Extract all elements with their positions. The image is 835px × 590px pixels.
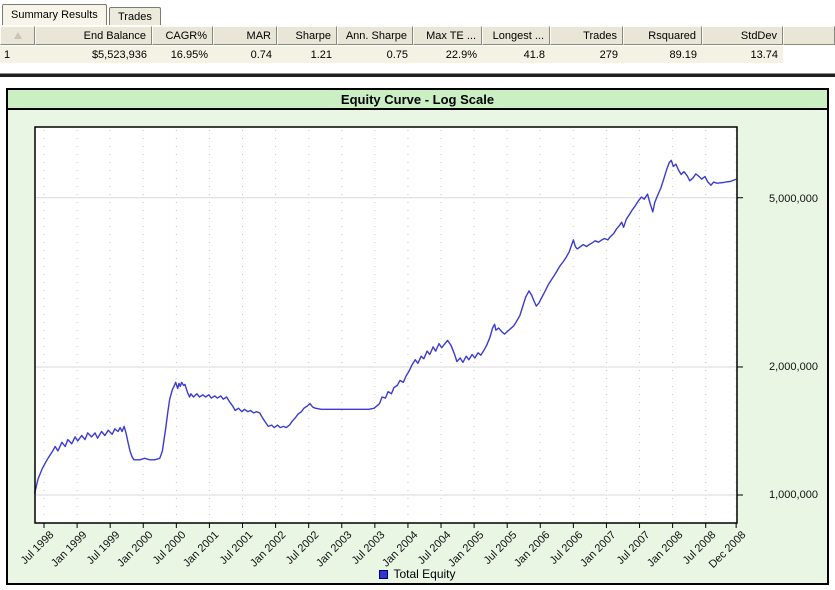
- column-header-stddev[interactable]: StdDev: [702, 26, 783, 45]
- column-header-max-te[interactable]: Max TE ...: [413, 26, 482, 45]
- column-header-end-balance[interactable]: End Balance: [35, 26, 152, 45]
- cell-ann-sharpe: 0.75: [337, 46, 413, 63]
- cell-rsquared: 89.19: [623, 46, 702, 63]
- total-equity-swatch-icon: [379, 569, 389, 579]
- cell-cagr: 16.95%: [152, 46, 213, 63]
- equity-curve-panel: Equity Curve - Log Scale: [6, 88, 829, 585]
- column-header-cagr[interactable]: CAGR%: [152, 26, 213, 45]
- cell-stddev: 13.74: [702, 46, 783, 63]
- column-header-longest[interactable]: Longest ...: [482, 26, 550, 45]
- horizontal-divider: [0, 73, 835, 77]
- y-axis-label-5m: 5,000,000: [769, 193, 818, 205]
- cell-longest: 41.8: [482, 46, 550, 63]
- legend-label: Total Equity: [393, 567, 456, 581]
- chart-title-band: Equity Curve - Log Scale: [8, 90, 827, 110]
- column-header-rownum[interactable]: [0, 26, 35, 45]
- cell-max-te: 22.9%: [413, 46, 482, 63]
- y-axis-label-2m: 2,000,000: [769, 361, 818, 373]
- table-row[interactable]: 1 $5,523,936 16.95% 0.74 1.21 0.75 22.9%…: [0, 46, 835, 63]
- tab-trades[interactable]: Trades: [109, 7, 161, 25]
- tab-summary-results[interactable]: Summary Results: [2, 4, 107, 25]
- chart-title: Equity Curve - Log Scale: [340, 91, 495, 107]
- column-header-ann-sharpe[interactable]: Ann. Sharpe: [337, 26, 413, 45]
- cell-end-balance: $5,523,936: [35, 46, 152, 63]
- column-header-rsquared[interactable]: Rsquared: [623, 26, 702, 45]
- y-axis-label-1m: 1,000,000: [769, 489, 818, 501]
- cell-mar: 0.74: [213, 46, 277, 63]
- column-header-filler: [783, 26, 835, 45]
- column-header-mar[interactable]: MAR: [213, 26, 277, 45]
- sort-ascending-icon: [13, 32, 22, 39]
- row-number-cell: 1: [0, 46, 35, 63]
- tab-bar: Summary Results Trades: [0, 0, 835, 25]
- chart-legend: Total Equity: [0, 566, 835, 582]
- cell-trades: 279: [550, 46, 623, 63]
- results-table-header: End Balance CAGR% MAR Sharpe Ann. Sharpe…: [0, 26, 835, 45]
- cell-sharpe: 1.21: [277, 46, 337, 63]
- column-header-sharpe[interactable]: Sharpe: [277, 26, 337, 45]
- column-header-trades[interactable]: Trades: [550, 26, 623, 45]
